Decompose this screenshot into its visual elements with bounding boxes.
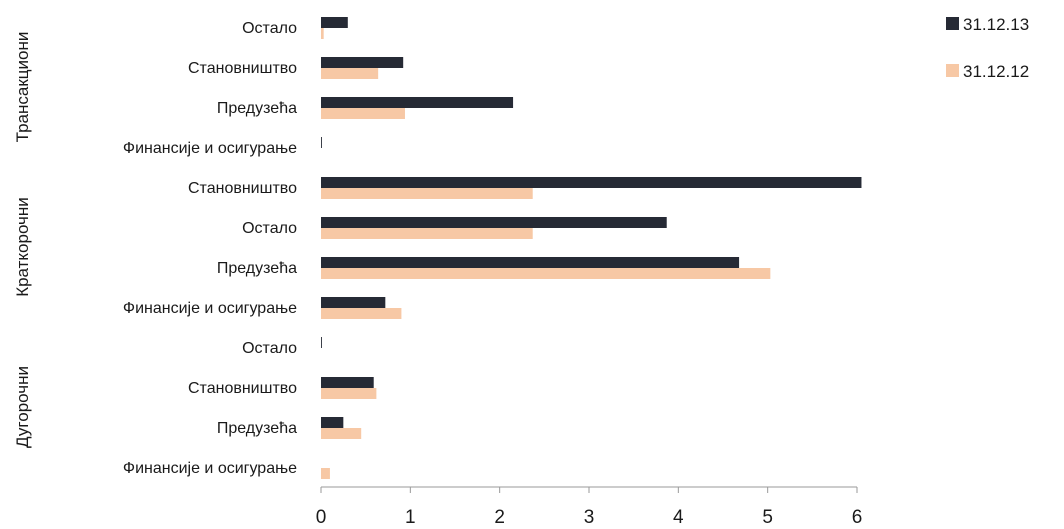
group-label: Краткорочни <box>13 197 32 297</box>
x-tick-label: 2 <box>494 507 505 528</box>
category-labels: Остало Становништво Предузећа Финансије и о… <box>123 20 297 477</box>
bar-series1-row-0 <box>321 17 348 28</box>
legend-swatch <box>946 17 959 30</box>
x-tick-label: 4 <box>673 507 684 528</box>
category-label: Предузећа <box>217 100 297 117</box>
bar-series1-row-9 <box>321 377 374 388</box>
bar-series2-row-6 <box>321 268 771 279</box>
legend: 31.12.13 31.12.12 <box>946 15 1029 81</box>
category-label: Предузећа <box>217 260 297 277</box>
bar-series1-row-7 <box>321 297 386 308</box>
category-label: Финансије и осигурање <box>123 460 297 477</box>
x-tick-label: 3 <box>584 507 595 528</box>
bar-series1-row-6 <box>321 257 740 268</box>
bar-series1-row-1 <box>321 57 404 68</box>
group-labels: Трансакциони Краткорочни Дугорочни <box>13 32 32 448</box>
category-label: Предузећа <box>217 420 297 437</box>
group-label: Трансакциони <box>13 32 32 143</box>
category-label: Остало <box>242 220 297 237</box>
x-tick-label: 1 <box>405 507 416 528</box>
bars-layer <box>321 17 862 479</box>
bar-series1-row-3 <box>321 137 322 148</box>
bar-series2-row-4 <box>321 188 533 199</box>
x-axis: 0 1 2 3 4 5 6 <box>316 486 863 528</box>
category-label: Становништво <box>188 380 297 397</box>
bar-series2-row-5 <box>321 228 533 239</box>
x-tick-label: 6 <box>852 507 863 528</box>
x-tick-label: 5 <box>762 507 773 528</box>
bar-series2-row-2 <box>321 108 405 119</box>
bar-series2-row-10 <box>321 428 362 439</box>
legend-swatch <box>946 64 959 77</box>
legend-label: 31.12.13 <box>963 15 1029 34</box>
category-label: Финансије и осигурање <box>123 300 297 317</box>
bar-series2-row-11 <box>321 468 330 479</box>
category-label: Становништво <box>188 60 297 77</box>
bar-series1-row-8 <box>321 337 322 348</box>
bar-series2-row-1 <box>321 68 379 79</box>
bar-series1-row-2 <box>321 97 514 108</box>
category-label: Остало <box>242 20 297 37</box>
x-tick-label: 0 <box>316 507 327 528</box>
bar-series2-row-7 <box>321 308 402 319</box>
bar-series1-row-10 <box>321 417 344 428</box>
category-label: Остало <box>242 340 297 357</box>
bar-series2-row-0 <box>321 28 324 39</box>
bar-series2-row-9 <box>321 388 377 399</box>
group-label: Дугорочни <box>13 366 32 448</box>
category-label: Становништво <box>188 180 297 197</box>
legend-label: 31.12.12 <box>963 62 1029 81</box>
bar-series1-row-5 <box>321 217 667 228</box>
category-label: Финансије и осигурање <box>123 140 297 157</box>
bar-series1-row-4 <box>321 177 862 188</box>
